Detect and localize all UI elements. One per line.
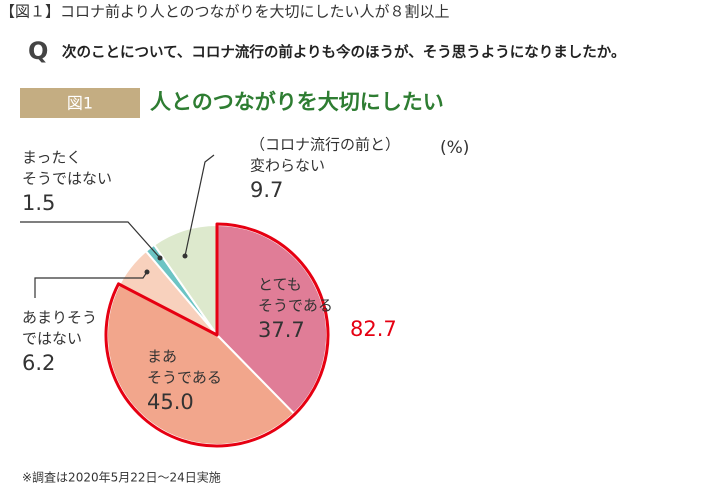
slice-label: そうである bbox=[258, 297, 333, 315]
slice-label: まったく bbox=[22, 149, 81, 167]
slice-label: そうではない bbox=[22, 170, 112, 188]
leader-line bbox=[20, 221, 161, 259]
slice-label: とても bbox=[258, 276, 302, 294]
leader-dot bbox=[157, 255, 163, 261]
slice-value: 1.5 bbox=[22, 191, 55, 215]
unit-label: (%) bbox=[440, 138, 469, 158]
leader-dot bbox=[144, 269, 150, 275]
slice-label: 変わらない bbox=[250, 157, 325, 175]
slice-label: （コロナ流行の前と） bbox=[250, 136, 400, 154]
slice-label: そうである bbox=[147, 369, 222, 387]
slice-label: あまりそう bbox=[22, 309, 97, 327]
group-total: 82.7 bbox=[350, 317, 397, 341]
question-text: 次のことについて、コロナ流行の前よりも今のほうが、そう思うようになりましたか。 bbox=[62, 43, 625, 61]
question-mark: Q bbox=[28, 37, 48, 65]
chart-title: 人とのつながりを大切にしたい bbox=[150, 90, 444, 114]
slice-value: 9.7 bbox=[250, 178, 283, 202]
slice-value: 37.7 bbox=[258, 318, 305, 342]
footnote: ※調査は2020年5月22日～24日実施 bbox=[22, 470, 221, 485]
leader-dot bbox=[182, 253, 188, 259]
slice-label: まあ bbox=[147, 348, 177, 366]
badge: 図1 bbox=[67, 94, 93, 113]
leader-line bbox=[184, 154, 215, 257]
slice-value: 45.0 bbox=[147, 390, 194, 414]
leader-line bbox=[34, 271, 148, 298]
badge-bg bbox=[20, 88, 140, 118]
slice-label: ではない bbox=[22, 330, 82, 348]
header-title: 【図１】コロナ前より人とのつながりを大切にしたい人が８割以上 bbox=[0, 3, 450, 21]
slice-value: 6.2 bbox=[22, 351, 55, 375]
group-outline bbox=[104, 222, 330, 448]
